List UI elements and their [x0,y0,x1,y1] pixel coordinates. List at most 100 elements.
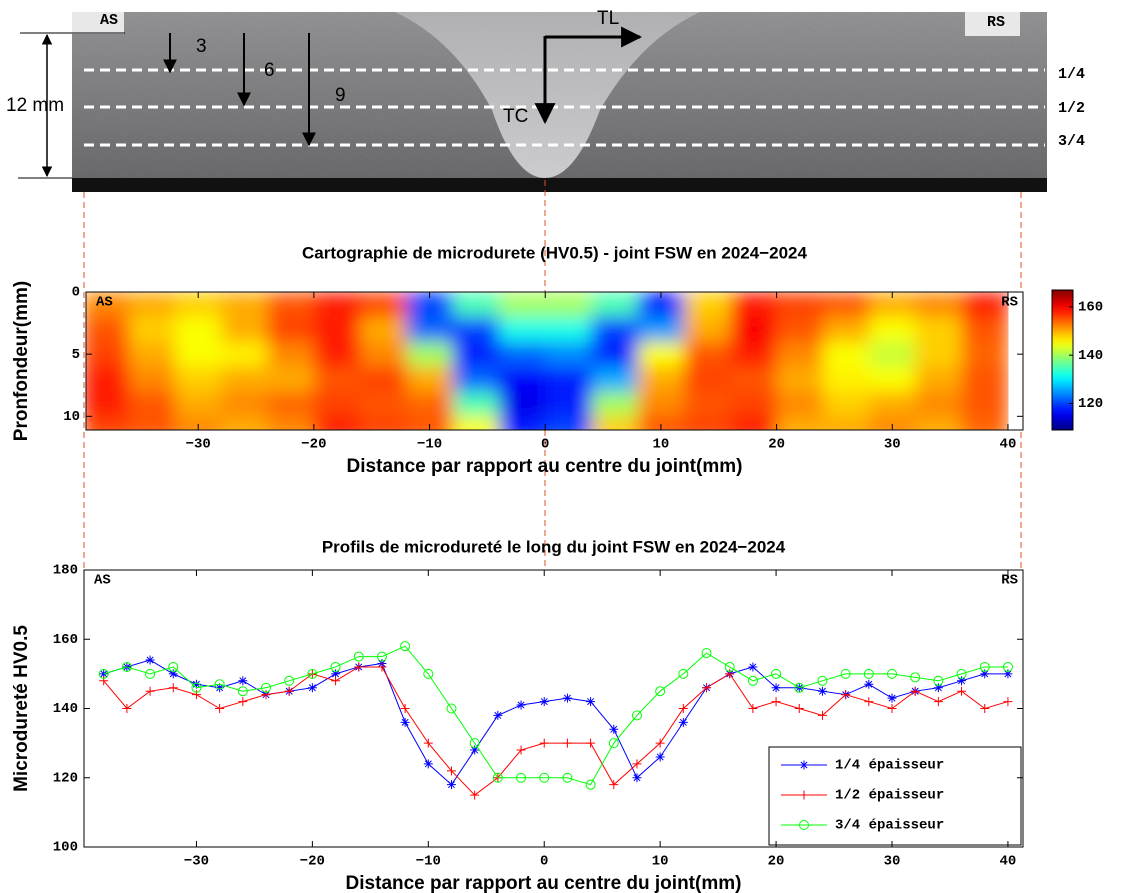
heat-cell [86,341,130,368]
heat-cell [128,391,176,417]
data-point [956,668,967,679]
data-point [794,682,805,693]
data-point [377,662,387,672]
heat-cell [545,316,593,343]
heat-cell [684,391,731,417]
side-label: AS [100,12,118,29]
data-point [608,738,619,749]
data-point [609,780,619,790]
data-point [678,704,688,713]
heat-cell [221,292,269,318]
data-point [191,679,201,689]
heat-cell [776,292,824,318]
heat-cell [961,292,1009,318]
heat-cell [498,416,546,430]
y-tick-label: 120 [53,770,78,786]
heat-cell [221,316,269,343]
heat-cell [730,341,778,368]
heat-cell [961,416,1009,430]
plot-frame [85,291,1024,431]
heat-cell [915,416,963,430]
data-point [214,679,225,690]
data-point [516,772,527,783]
level-label: 3/4 [1058,133,1085,150]
data-point [145,655,155,665]
data-point [840,668,851,679]
heat-cell [776,391,824,417]
heat-cell [406,316,454,343]
heat-cell [684,316,731,343]
data-point [724,661,735,672]
heat-cell [545,341,593,368]
data-point [817,675,828,686]
heat-cell [406,366,454,392]
heatmap-cells [86,292,1009,430]
heat-cell [86,416,130,430]
data-point [562,693,572,703]
data-point [631,710,642,721]
heat-cell [406,391,454,417]
heat-cell [730,292,778,318]
heat-cell [360,316,407,343]
heat-cell [591,292,639,318]
data-point [655,738,665,748]
data-point [237,686,248,697]
heat-cell [128,292,176,318]
heat-cell [221,366,269,392]
y-tick-label: 160 [53,632,78,648]
heat-cell [545,292,593,318]
data-point [261,682,272,693]
heat-cell [637,341,685,368]
x-axis-label: Distance par rapport au centre du joint(… [347,456,743,477]
data-point [493,710,503,720]
data-point [238,676,248,686]
data-point [980,704,990,713]
data-point [400,704,410,713]
data-point [1003,697,1013,707]
heat-cell [175,316,222,343]
heat-cell [452,366,500,392]
heat-cell [869,341,916,368]
heat-cell [86,366,130,392]
x-tick-label: 30 [884,854,901,870]
heat-cell [730,416,778,430]
y-tick-label: 5 [72,347,80,363]
heat-cell [869,416,916,430]
heat-cell [313,366,361,392]
heat-cell [869,366,916,392]
heat-cell [267,416,315,430]
x-tick-label: −20 [301,437,326,453]
data-point [539,772,550,783]
data-point [887,704,897,713]
heat-cell [545,416,593,430]
depth-label: 6 [264,60,275,81]
data-point [957,676,967,686]
legend-label: 3/4 épaisseur [835,818,944,834]
x-tick-label: 0 [541,437,549,453]
data-point [748,662,758,672]
data-point [470,745,480,755]
heat-cell [822,416,870,430]
data-point [586,697,596,707]
data-point [330,661,341,672]
data-point [215,704,225,713]
heat-cell [591,391,639,417]
heat-cell [684,292,731,318]
corner-label: AS [96,295,113,311]
heat-cell [452,391,500,417]
heat-cell [267,292,315,318]
data-point [933,675,944,686]
colorbar-tick-label: 120 [1078,396,1103,412]
x-axis-label: Distance par rapport au centre du joint(… [346,873,742,893]
legend-label: 1/2 épaisseur [835,788,944,804]
x-tick-label: 10 [652,854,669,870]
data-point [470,790,480,800]
data-point [168,683,178,693]
heat-cell [776,316,824,343]
data-point [331,669,341,679]
y-axis-label: Microdureté HV0.5 [11,625,32,792]
data-point [933,683,943,693]
heat-cell [406,416,454,430]
heat-cell [822,316,870,343]
heat-cell [822,341,870,368]
